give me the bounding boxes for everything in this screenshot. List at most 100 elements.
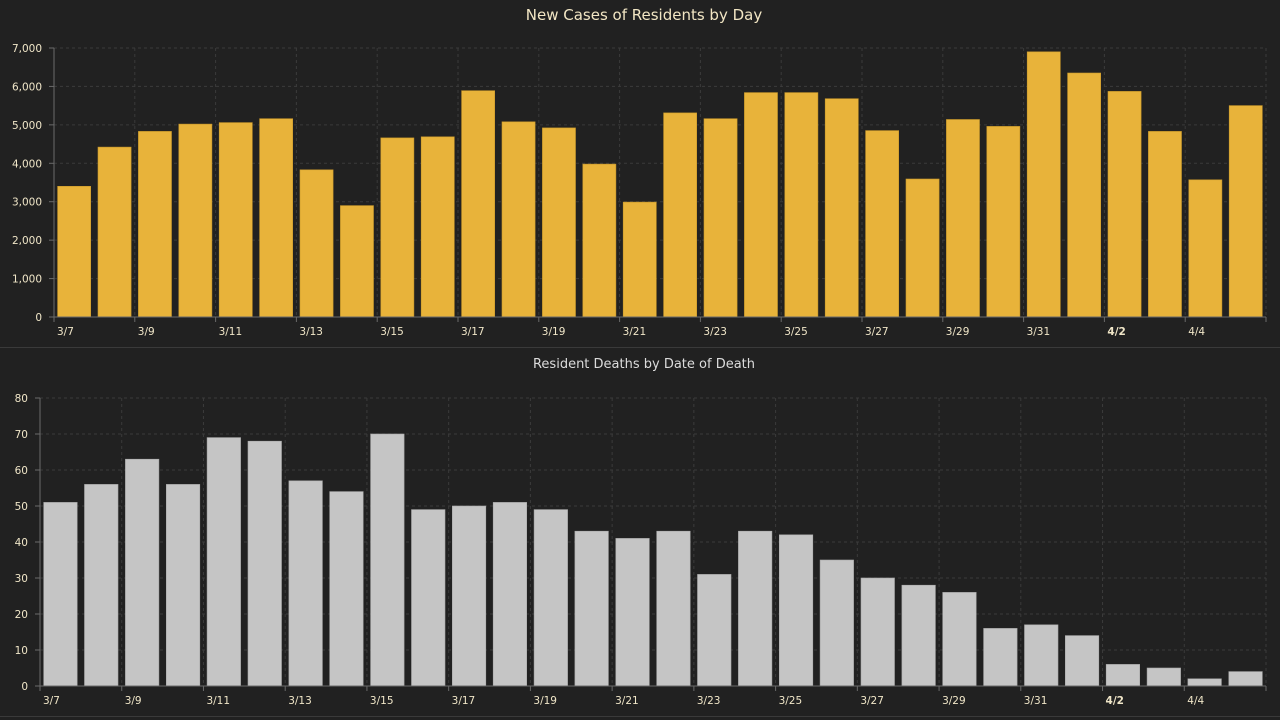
bar-3-27[interactable]: [865, 130, 899, 318]
bar-3-13[interactable]: [299, 169, 334, 318]
bar-3-10[interactable]: [178, 123, 213, 318]
x-tick-label: 3/25: [784, 326, 808, 338]
y-tick-label: 0: [21, 681, 28, 693]
cases-chart-panel: New Cases of Residents by Day 0 1,000 2,00…: [0, 0, 1280, 347]
x-tick-label: 3/19: [533, 695, 557, 707]
deaths-axes: 0 10 20 30 40 50 60 70 80 3/7 3/9 3/11 3/13 3/15 3/17 3…: [15, 393, 1267, 707]
bar-3-7[interactable]: [43, 502, 78, 687]
bar-3-12[interactable]: [247, 440, 282, 687]
x-tick-label: 3/17: [461, 326, 485, 338]
bar-3-31[interactable]: [1026, 51, 1061, 318]
x-tick-label: 3/29: [942, 695, 966, 707]
x-tick-label: 3/19: [542, 326, 566, 338]
x-tick-label: 3/27: [865, 326, 889, 338]
cases-bar-chart: New Cases of Residents by Day 0 1,000 2,00…: [12, 6, 1267, 338]
bar-3-14[interactable]: [329, 491, 364, 687]
bar-3-30[interactable]: [983, 628, 1018, 687]
bar-3-31[interactable]: [1024, 624, 1059, 687]
x-tick-label: 3/7: [57, 326, 74, 338]
bar-4-4[interactable]: [1188, 179, 1223, 318]
bar-3-23[interactable]: [703, 118, 738, 318]
bar-3-20[interactable]: [574, 530, 609, 687]
bar-3-28[interactable]: [901, 584, 936, 687]
bar-4-1[interactable]: [1065, 635, 1100, 687]
bar-3-15[interactable]: [380, 137, 415, 318]
y-tick-label: 2,000: [12, 235, 42, 247]
cases-gridlines: [54, 47, 1267, 317]
bar-3-15[interactable]: [370, 433, 405, 687]
bar-3-23[interactable]: [697, 574, 732, 687]
bar-3-28[interactable]: [905, 178, 940, 318]
bar-3-11[interactable]: [218, 122, 253, 318]
y-tick-label: 1,000: [12, 274, 42, 286]
bar-3-17[interactable]: [451, 505, 487, 687]
bar-3-16[interactable]: [411, 509, 446, 687]
bar-4-3[interactable]: [1148, 131, 1182, 318]
panel-divider: [0, 347, 1280, 348]
x-tick-label: 3/27: [860, 695, 884, 707]
bar-4-2[interactable]: [1105, 664, 1140, 687]
bar-3-25[interactable]: [778, 534, 814, 687]
bar-3-27[interactable]: [860, 577, 895, 687]
bar-3-18[interactable]: [492, 502, 528, 687]
bar-3-21[interactable]: [622, 201, 657, 318]
y-tick-label: 5,000: [12, 120, 42, 132]
bar-3-16[interactable]: [420, 136, 455, 318]
bar-3-30[interactable]: [986, 126, 1021, 318]
bar-3-12[interactable]: [259, 118, 294, 318]
bar-3-14[interactable]: [340, 205, 374, 318]
y-tick-label: 80: [15, 393, 28, 405]
x-tick-label: 3/15: [380, 326, 404, 338]
bar-3-8[interactable]: [84, 484, 119, 687]
bar-3-17[interactable]: [461, 90, 496, 318]
bar-3-19[interactable]: [533, 509, 568, 687]
bar-4-3[interactable]: [1146, 667, 1181, 687]
bar-4-5[interactable]: [1228, 105, 1263, 318]
bar-3-8[interactable]: [97, 146, 132, 318]
x-tick-label: 3/23: [703, 326, 727, 338]
y-tick-label: 40: [15, 537, 28, 549]
y-tick-label: 20: [15, 609, 28, 621]
deaths-chart-title: Resident Deaths by Date of Death: [533, 357, 755, 372]
bar-3-26[interactable]: [819, 559, 854, 687]
bar-3-26[interactable]: [824, 98, 859, 318]
bar-3-29[interactable]: [946, 119, 980, 318]
bar-3-24[interactable]: [738, 530, 773, 687]
y-tick-label: 7,000: [12, 43, 42, 55]
deaths-chart-panel: Resident Deaths by Date of Death 0 10 20 30…: [0, 348, 1280, 716]
bar-3-22[interactable]: [663, 112, 697, 318]
bar-3-13[interactable]: [288, 480, 323, 687]
bar-3-9[interactable]: [138, 131, 172, 318]
bar-4-5[interactable]: [1228, 671, 1263, 687]
bar-3-19[interactable]: [542, 127, 576, 318]
x-tick-label: 3/13: [288, 695, 312, 707]
x-tick-label: 3/17: [452, 695, 476, 707]
bar-3-7[interactable]: [57, 186, 91, 318]
y-tick-label: 0: [35, 312, 42, 324]
x-tick-label: 3/31: [1024, 695, 1048, 707]
bar-4-2[interactable]: [1107, 91, 1142, 318]
bar-3-9[interactable]: [125, 458, 160, 687]
y-tick-label: 70: [15, 429, 28, 441]
bar-3-24[interactable]: [744, 92, 778, 318]
y-tick-label: 30: [15, 573, 28, 585]
bar-3-11[interactable]: [206, 437, 241, 687]
x-tick-label: 3/15: [370, 695, 394, 707]
bar-4-1[interactable]: [1067, 72, 1101, 318]
bar-3-22[interactable]: [656, 530, 691, 687]
bar-3-20[interactable]: [582, 163, 617, 318]
x-tick-label: 4/2: [1107, 326, 1125, 338]
x-tick-label: 3/23: [697, 695, 721, 707]
bar-4-4[interactable]: [1187, 678, 1222, 687]
y-tick-label: 10: [15, 645, 28, 657]
bar-3-29[interactable]: [942, 592, 977, 687]
bar-3-25[interactable]: [784, 92, 819, 318]
bar-3-18[interactable]: [501, 121, 536, 318]
bar-3-10[interactable]: [166, 484, 201, 687]
bar-3-21[interactable]: [615, 538, 650, 687]
x-tick-label: 3/25: [779, 695, 803, 707]
y-tick-label: 60: [15, 465, 28, 477]
cases-chart-title: New Cases of Residents by Day: [526, 6, 763, 24]
x-tick-label: 4/4: [1187, 695, 1204, 707]
y-tick-label: 3,000: [12, 197, 42, 209]
